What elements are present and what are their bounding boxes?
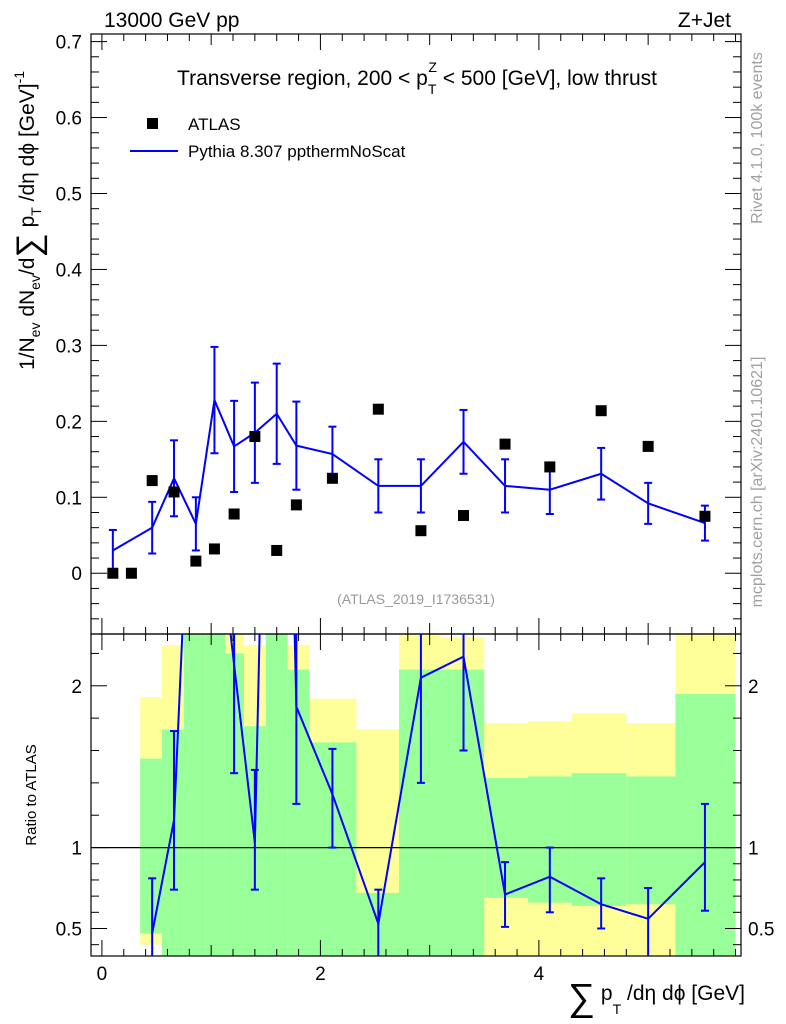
main-y-tick-label: 0.6 [56, 109, 82, 130]
atlas-data-point [107, 567, 119, 579]
ratio-plot-frame [90, 633, 742, 957]
main-y-tick-label: 0.5 [56, 184, 82, 205]
atlas-data-point [290, 499, 302, 511]
ratio-y-tick-label-right: 1 [748, 839, 759, 860]
ratio-bands [140, 634, 736, 956]
ratio-y-axis-label: Ratio to ATLAS [23, 744, 40, 845]
ratio-y-tick-label-left: 1 [71, 839, 82, 860]
atlas-data-point [642, 440, 654, 452]
ratio-band-inner [626, 776, 676, 905]
atlas-data-point [415, 525, 427, 537]
atlas-series-main [107, 403, 711, 579]
legend-atlas-marker [147, 118, 158, 129]
mc-series-ratio [148, 634, 709, 956]
mcplots-watermark: mcplots.cern.ch [arXiv:2401.10621] [749, 357, 766, 608]
x-tick-label: 0 [97, 964, 108, 985]
ratio-y-tick-label-right: 2 [748, 677, 759, 698]
ratio-band-inner [399, 669, 441, 956]
main-y-axis-label: 1/Nev dNev/d∑ pT /dη dϕ [GeV]-1 [10, 71, 48, 370]
x-tick-label: 4 [534, 964, 545, 985]
main-y-tick-label: 0.2 [56, 412, 82, 433]
main-y-tick-label: 0.1 [56, 488, 82, 509]
ratio-band-inner [140, 758, 163, 934]
atlas-data-point [125, 567, 137, 579]
ratio-y-tick-label-left: 0.5 [56, 919, 82, 940]
rivet-watermark: Rivet 4.1.0, 100k events [749, 52, 766, 224]
main-y-tick-label: 0.4 [56, 260, 83, 281]
atlas-data-point [190, 555, 202, 567]
ratio-band-inner [225, 653, 244, 956]
header-energy: 13000 GeV pp [104, 9, 239, 32]
atlas-data-point [699, 510, 711, 522]
atlas-data-point [228, 508, 240, 520]
atlas-data-point [271, 544, 283, 556]
plot-title: Transverse region, 200 < pTZ < 500 [GeV]… [177, 59, 657, 97]
ratio-y-axis: 0.5 0.5 1 1 2 2 [56, 652, 774, 946]
legend: ATLAS Pythia 8.307 ppthermNoScat [130, 115, 406, 161]
legend-mc-label: Pythia 8.307 ppthermNoScat [188, 142, 406, 161]
ratio-y-tick-label-right: 0.5 [748, 919, 774, 940]
analysis-label: (ATLAS_2019_I1736531) [337, 591, 495, 607]
main-y-axis: 0 0.1 0.2 0.3 0.4 0.5 0.6 0.7 [56, 33, 741, 635]
mc-series-main [108, 345, 709, 572]
ratio-band-inner [287, 669, 310, 956]
atlas-data-point [544, 461, 556, 473]
mc-line [112, 396, 706, 552]
header-process: Z+Jet [678, 9, 731, 32]
x-axis-label: ∑ pT /dη dϕ [GeV] [568, 977, 745, 1019]
ratio-band-inner [484, 778, 528, 898]
ratio-band-inner [440, 669, 485, 956]
atlas-data-point [208, 543, 220, 555]
atlas-data-point [249, 431, 261, 443]
atlas-data-point [458, 510, 470, 522]
main-y-tick-label: 0.3 [56, 336, 82, 357]
atlas-data-point [146, 475, 158, 487]
ratio-band-inner [205, 634, 226, 956]
ratio-band-inner [265, 634, 288, 956]
main-y-tick-label: 0.7 [56, 33, 82, 54]
ratio-band-inner [162, 729, 184, 956]
legend-atlas-label: ATLAS [188, 115, 241, 134]
atlas-data-point [168, 486, 180, 498]
atlas-data-point [499, 438, 511, 450]
mc-ratio-line [151, 634, 706, 934]
ratio-band-inner [571, 773, 627, 906]
atlas-data-point [372, 403, 384, 415]
x-axis: 0 2 4 [97, 34, 737, 985]
ratio-y-tick-label-left: 2 [71, 677, 82, 698]
x-tick-label: 2 [315, 964, 326, 985]
atlas-data-point [595, 405, 607, 417]
main-y-tick-label: 0 [71, 564, 82, 585]
atlas-data-point [326, 472, 338, 484]
ratio-band-inner [183, 634, 206, 956]
